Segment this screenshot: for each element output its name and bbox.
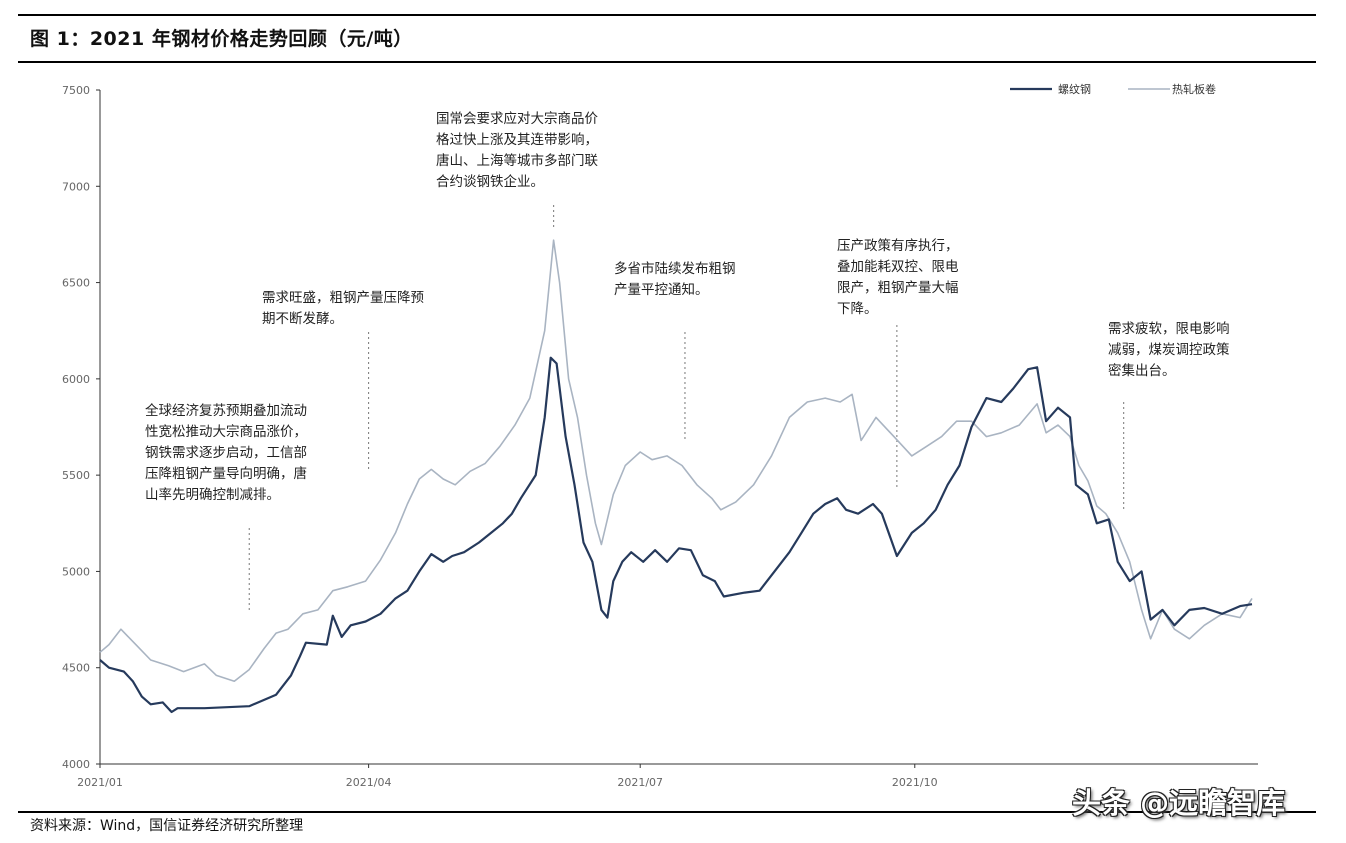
- annotation-text: 下降。: [837, 301, 878, 317]
- y-tick-label: 4000: [62, 758, 90, 771]
- series-line-hot-rolled-coil: [99, 239, 1253, 682]
- annotation-text: 产量平控通知。: [614, 281, 709, 298]
- annotation-text: 钢铁需求逐步启动，工信部: [145, 445, 307, 461]
- annotation-text: 期不断发酵。: [262, 311, 343, 327]
- bottom-rule: [18, 811, 1316, 813]
- annotation-text: 山率先明确控制减排。: [145, 486, 280, 503]
- legend-label: 热轧板卷: [1172, 82, 1216, 96]
- annotation-text: 合约谈钢铁企业。: [436, 173, 544, 190]
- x-tick-label: 2021/01: [77, 776, 123, 789]
- x-tick-label: 2021/04: [346, 776, 392, 789]
- y-tick-label: 6500: [62, 277, 90, 290]
- annotation-text: 格过快上涨及其连带影响，: [436, 132, 598, 148]
- source-note: 资料来源：Wind，国信证券经济研究所整理: [30, 818, 304, 834]
- y-tick-label: 7500: [62, 84, 90, 97]
- title-underline: [18, 61, 1316, 63]
- series-layer: [99, 239, 1253, 714]
- chart-axes: 4000 4500 5000 5500 6000 6500 7000 7500 2021/01 2…: [62, 84, 1258, 789]
- annotation-text: 性宽松推动大宗商品涨价，: [145, 423, 307, 440]
- y-tick-label: 6000: [62, 373, 90, 386]
- annotation-text: 减弱，煤炭调控政策: [1108, 341, 1230, 358]
- chart-legend: 螺纹钢 热轧板卷: [1010, 82, 1216, 96]
- annotation-text: 密集出台。: [1108, 362, 1176, 379]
- annotation-text: 需求疲软，限电影响: [1108, 320, 1230, 337]
- y-tick-label: 5000: [62, 565, 90, 578]
- annotation-text: 需求旺盛，粗钢产量压降预: [262, 290, 424, 306]
- figure-title: 图 1：2021 年钢材价格走势回顾（元/吨）: [30, 28, 413, 50]
- annotation-text: 唐山、上海等城市多部门联: [436, 152, 598, 169]
- annotation-text: 压降粗钢产量导向明确，唐: [145, 465, 307, 482]
- annotation-text: 全球经济复苏预期叠加流动: [145, 402, 307, 419]
- x-tick-label: 2021/07: [617, 776, 663, 789]
- top-rule: [18, 14, 1316, 16]
- x-tick-label: 2021/10: [892, 776, 938, 789]
- annotation-text: 国常会要求应对大宗商品价: [436, 110, 598, 127]
- annotation-text: 压产政策有序执行，: [837, 237, 959, 254]
- annotation-text: 多省市陆续发布粗钢: [614, 260, 736, 277]
- legend-label: 螺纹钢: [1058, 82, 1091, 96]
- annotation-text: 限产，粗钢产量大幅: [837, 280, 959, 296]
- y-tick-label: 7000: [62, 180, 90, 193]
- y-tick-label: 5500: [62, 469, 90, 482]
- annotation-text: 叠加能耗双控、限电: [837, 259, 959, 275]
- y-tick-label: 4500: [62, 662, 90, 675]
- watermark: 头条 @远瞻智库: [1072, 786, 1286, 820]
- series-line-rebar: [99, 356, 1253, 714]
